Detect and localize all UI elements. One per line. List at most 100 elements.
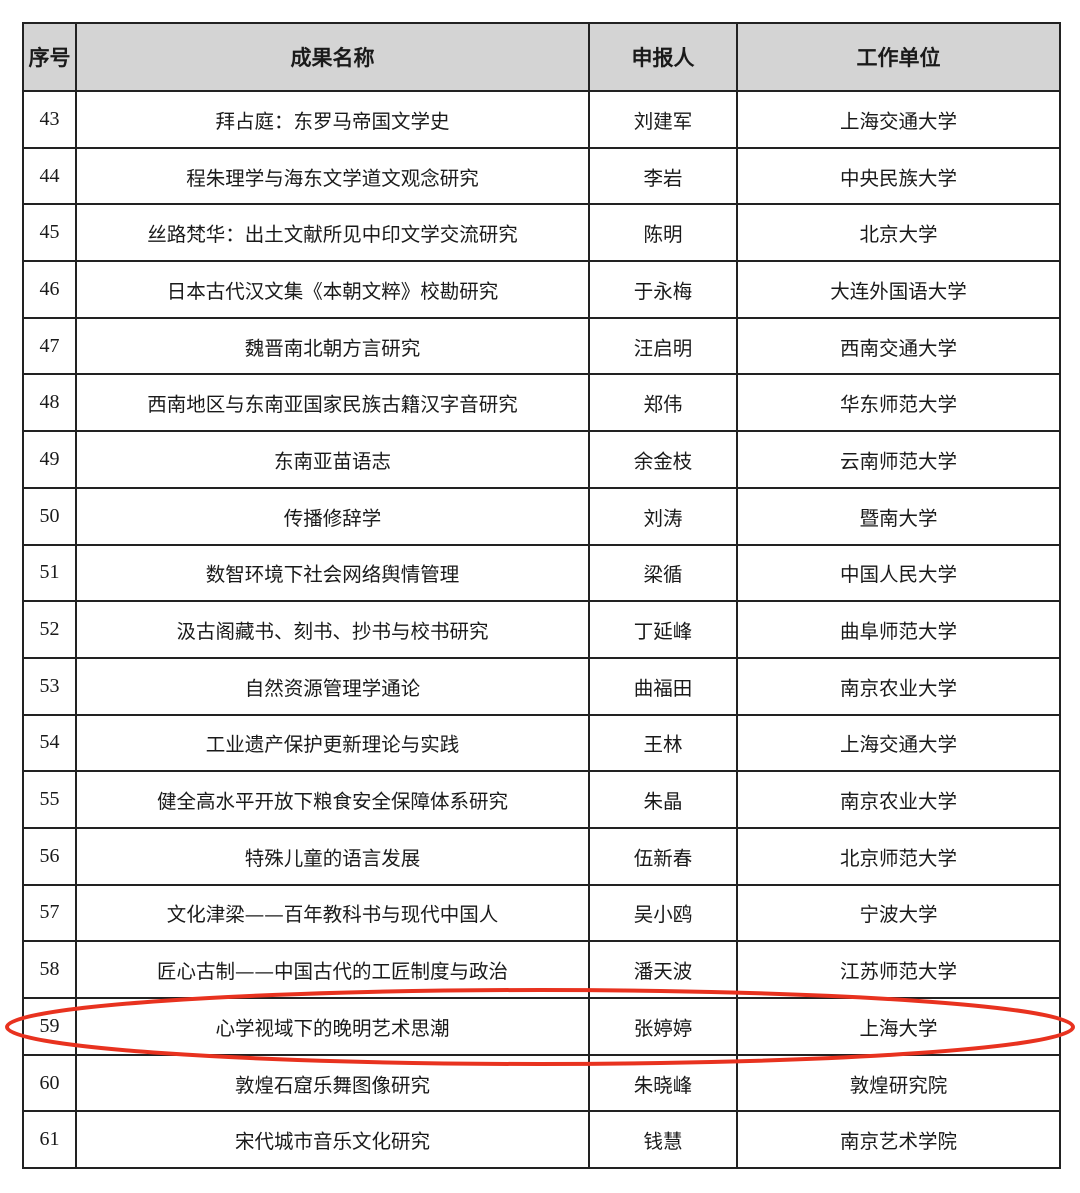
row-applicant: 陈明 xyxy=(588,203,738,263)
table-row: 55 健全高水平开放下粮食安全保障体系研究 朱晶 南京农业大学 xyxy=(22,770,1061,829)
table-row: 53 自然资源管理学通论 曲福田 南京农业大学 xyxy=(22,656,1061,716)
row-index: 46 xyxy=(22,260,77,319)
row-index: 51 xyxy=(22,543,77,603)
row-index: 48 xyxy=(22,373,77,433)
row-institution: 北京师范大学 xyxy=(736,826,1061,886)
row-index: 44 xyxy=(22,146,77,206)
row-index: 54 xyxy=(22,713,77,773)
table-row: 52 汲古阁藏书、刻书、抄书与校书研究 丁延峰 曲阜师范大学 xyxy=(22,600,1061,659)
row-index: 53 xyxy=(22,656,77,716)
row-applicant: 朱晓峰 xyxy=(588,1053,738,1113)
row-index: 52 xyxy=(22,600,77,659)
row-applicant: 伍新春 xyxy=(588,826,738,886)
row-applicant: 李岩 xyxy=(588,146,738,206)
row-title: 自然资源管理学通论 xyxy=(75,656,590,716)
row-institution: 南京农业大学 xyxy=(736,656,1061,716)
header-title: 成果名称 xyxy=(75,22,590,92)
row-title: 特殊儿童的语言发展 xyxy=(75,826,590,886)
row-institution: 南京农业大学 xyxy=(736,770,1061,829)
row-institution: 敦煌研究院 xyxy=(736,1053,1061,1113)
row-institution: 中央民族大学 xyxy=(736,146,1061,206)
row-index: 61 xyxy=(22,1110,77,1170)
table-row: 44 程朱理学与海东文学道文观念研究 李岩 中央民族大学 xyxy=(22,146,1061,206)
row-index: 60 xyxy=(22,1053,77,1113)
row-index: 56 xyxy=(22,826,77,886)
row-applicant: 汪启明 xyxy=(588,316,738,376)
table-row: 49 东南亚苗语志 余金枝 云南师范大学 xyxy=(22,430,1061,489)
row-institution: 宁波大学 xyxy=(736,883,1061,943)
row-index: 58 xyxy=(22,940,77,999)
table-row: 48 西南地区与东南亚国家民族古籍汉字音研究 郑伟 华东师范大学 xyxy=(22,373,1061,433)
row-index: 45 xyxy=(22,203,77,263)
row-title: 东南亚苗语志 xyxy=(75,430,590,489)
row-index: 43 xyxy=(22,90,77,149)
row-institution: 北京大学 xyxy=(736,203,1061,263)
table-row: 57 文化津梁——百年教科书与现代中国人 吴小鸥 宁波大学 xyxy=(22,883,1061,943)
row-index: 59 xyxy=(22,997,77,1056)
row-institution: 暨南大学 xyxy=(736,486,1061,546)
row-applicant: 于永梅 xyxy=(588,260,738,319)
row-applicant: 曲福田 xyxy=(588,656,738,716)
table-row: 54 工业遗产保护更新理论与实践 王林 上海交通大学 xyxy=(22,713,1061,773)
row-title: 丝路梵华：出土文献所见中印文学交流研究 xyxy=(75,203,590,263)
row-institution: 上海交通大学 xyxy=(736,713,1061,773)
table-row: 43 拜占庭：东罗马帝国文学史 刘建军 上海交通大学 xyxy=(22,90,1061,149)
row-title: 宋代城市音乐文化研究 xyxy=(75,1110,590,1170)
row-index: 55 xyxy=(22,770,77,829)
row-title: 工业遗产保护更新理论与实践 xyxy=(75,713,590,773)
table-row: 51 数智环境下社会网络舆情管理 梁循 中国人民大学 xyxy=(22,543,1061,603)
row-title: 日本古代汉文集《本朝文粹》校勘研究 xyxy=(75,260,590,319)
row-institution: 曲阜师范大学 xyxy=(736,600,1061,659)
row-title: 匠心古制——中国古代的工匠制度与政治 xyxy=(75,940,590,999)
row-applicant: 王林 xyxy=(588,713,738,773)
row-institution: 西南交通大学 xyxy=(736,316,1061,376)
table-row: 45 丝路梵华：出土文献所见中印文学交流研究 陈明 北京大学 xyxy=(22,203,1061,263)
row-institution: 云南师范大学 xyxy=(736,430,1061,489)
row-index: 50 xyxy=(22,486,77,546)
row-applicant: 钱慧 xyxy=(588,1110,738,1170)
row-title: 汲古阁藏书、刻书、抄书与校书研究 xyxy=(75,600,590,659)
row-applicant: 朱晶 xyxy=(588,770,738,829)
row-title: 西南地区与东南亚国家民族古籍汉字音研究 xyxy=(75,373,590,433)
row-applicant: 郑伟 xyxy=(588,373,738,433)
row-title: 敦煌石窟乐舞图像研究 xyxy=(75,1053,590,1113)
row-applicant: 丁延峰 xyxy=(588,600,738,659)
awards-table: 序号 成果名称 申报人 工作单位 43 拜占庭：东罗马帝国文学史 刘建军 上海交通大学… xyxy=(22,22,1061,1170)
row-institution: 中国人民大学 xyxy=(736,543,1061,603)
row-index: 49 xyxy=(22,430,77,489)
row-applicant: 刘建军 xyxy=(588,90,738,149)
row-title: 魏晋南北朝方言研究 xyxy=(75,316,590,376)
row-institution: 南京艺术学院 xyxy=(736,1110,1061,1170)
row-title: 文化津梁——百年教科书与现代中国人 xyxy=(75,883,590,943)
row-title: 传播修辞学 xyxy=(75,486,590,546)
row-applicant: 梁循 xyxy=(588,543,738,603)
header-applicant: 申报人 xyxy=(588,22,738,92)
row-institution: 江苏师范大学 xyxy=(736,940,1061,999)
row-index: 57 xyxy=(22,883,77,943)
row-index: 47 xyxy=(22,316,77,376)
row-title: 数智环境下社会网络舆情管理 xyxy=(75,543,590,603)
row-title: 程朱理学与海东文学道文观念研究 xyxy=(75,146,590,206)
header-index: 序号 xyxy=(22,22,77,92)
table-row: 58 匠心古制——中国古代的工匠制度与政治 潘天波 江苏师范大学 xyxy=(22,940,1061,999)
row-title: 健全高水平开放下粮食安全保障体系研究 xyxy=(75,770,590,829)
row-institution: 华东师范大学 xyxy=(736,373,1061,433)
row-applicant: 余金枝 xyxy=(588,430,738,489)
header-row: 序号 成果名称 申报人 工作单位 xyxy=(22,22,1061,92)
header-institution: 工作单位 xyxy=(736,22,1061,92)
table-row: 46 日本古代汉文集《本朝文粹》校勘研究 于永梅 大连外国语大学 xyxy=(22,260,1061,319)
table-row-highlighted: 59 心学视域下的晚明艺术思潮 张婷婷 上海大学 xyxy=(22,997,1061,1056)
row-institution: 大连外国语大学 xyxy=(736,260,1061,319)
row-title: 心学视域下的晚明艺术思潮 xyxy=(75,997,590,1056)
row-institution: 上海大学 xyxy=(736,997,1061,1056)
row-applicant: 刘涛 xyxy=(588,486,738,546)
table-row: 60 敦煌石窟乐舞图像研究 朱晓峰 敦煌研究院 xyxy=(22,1053,1061,1113)
table-row: 50 传播修辞学 刘涛 暨南大学 xyxy=(22,486,1061,546)
table-row: 56 特殊儿童的语言发展 伍新春 北京师范大学 xyxy=(22,826,1061,886)
row-applicant: 张婷婷 xyxy=(588,997,738,1056)
row-institution: 上海交通大学 xyxy=(736,90,1061,149)
row-title: 拜占庭：东罗马帝国文学史 xyxy=(75,90,590,149)
table-row: 47 魏晋南北朝方言研究 汪启明 西南交通大学 xyxy=(22,316,1061,376)
table-row: 61 宋代城市音乐文化研究 钱慧 南京艺术学院 xyxy=(22,1110,1061,1170)
row-applicant: 潘天波 xyxy=(588,940,738,999)
